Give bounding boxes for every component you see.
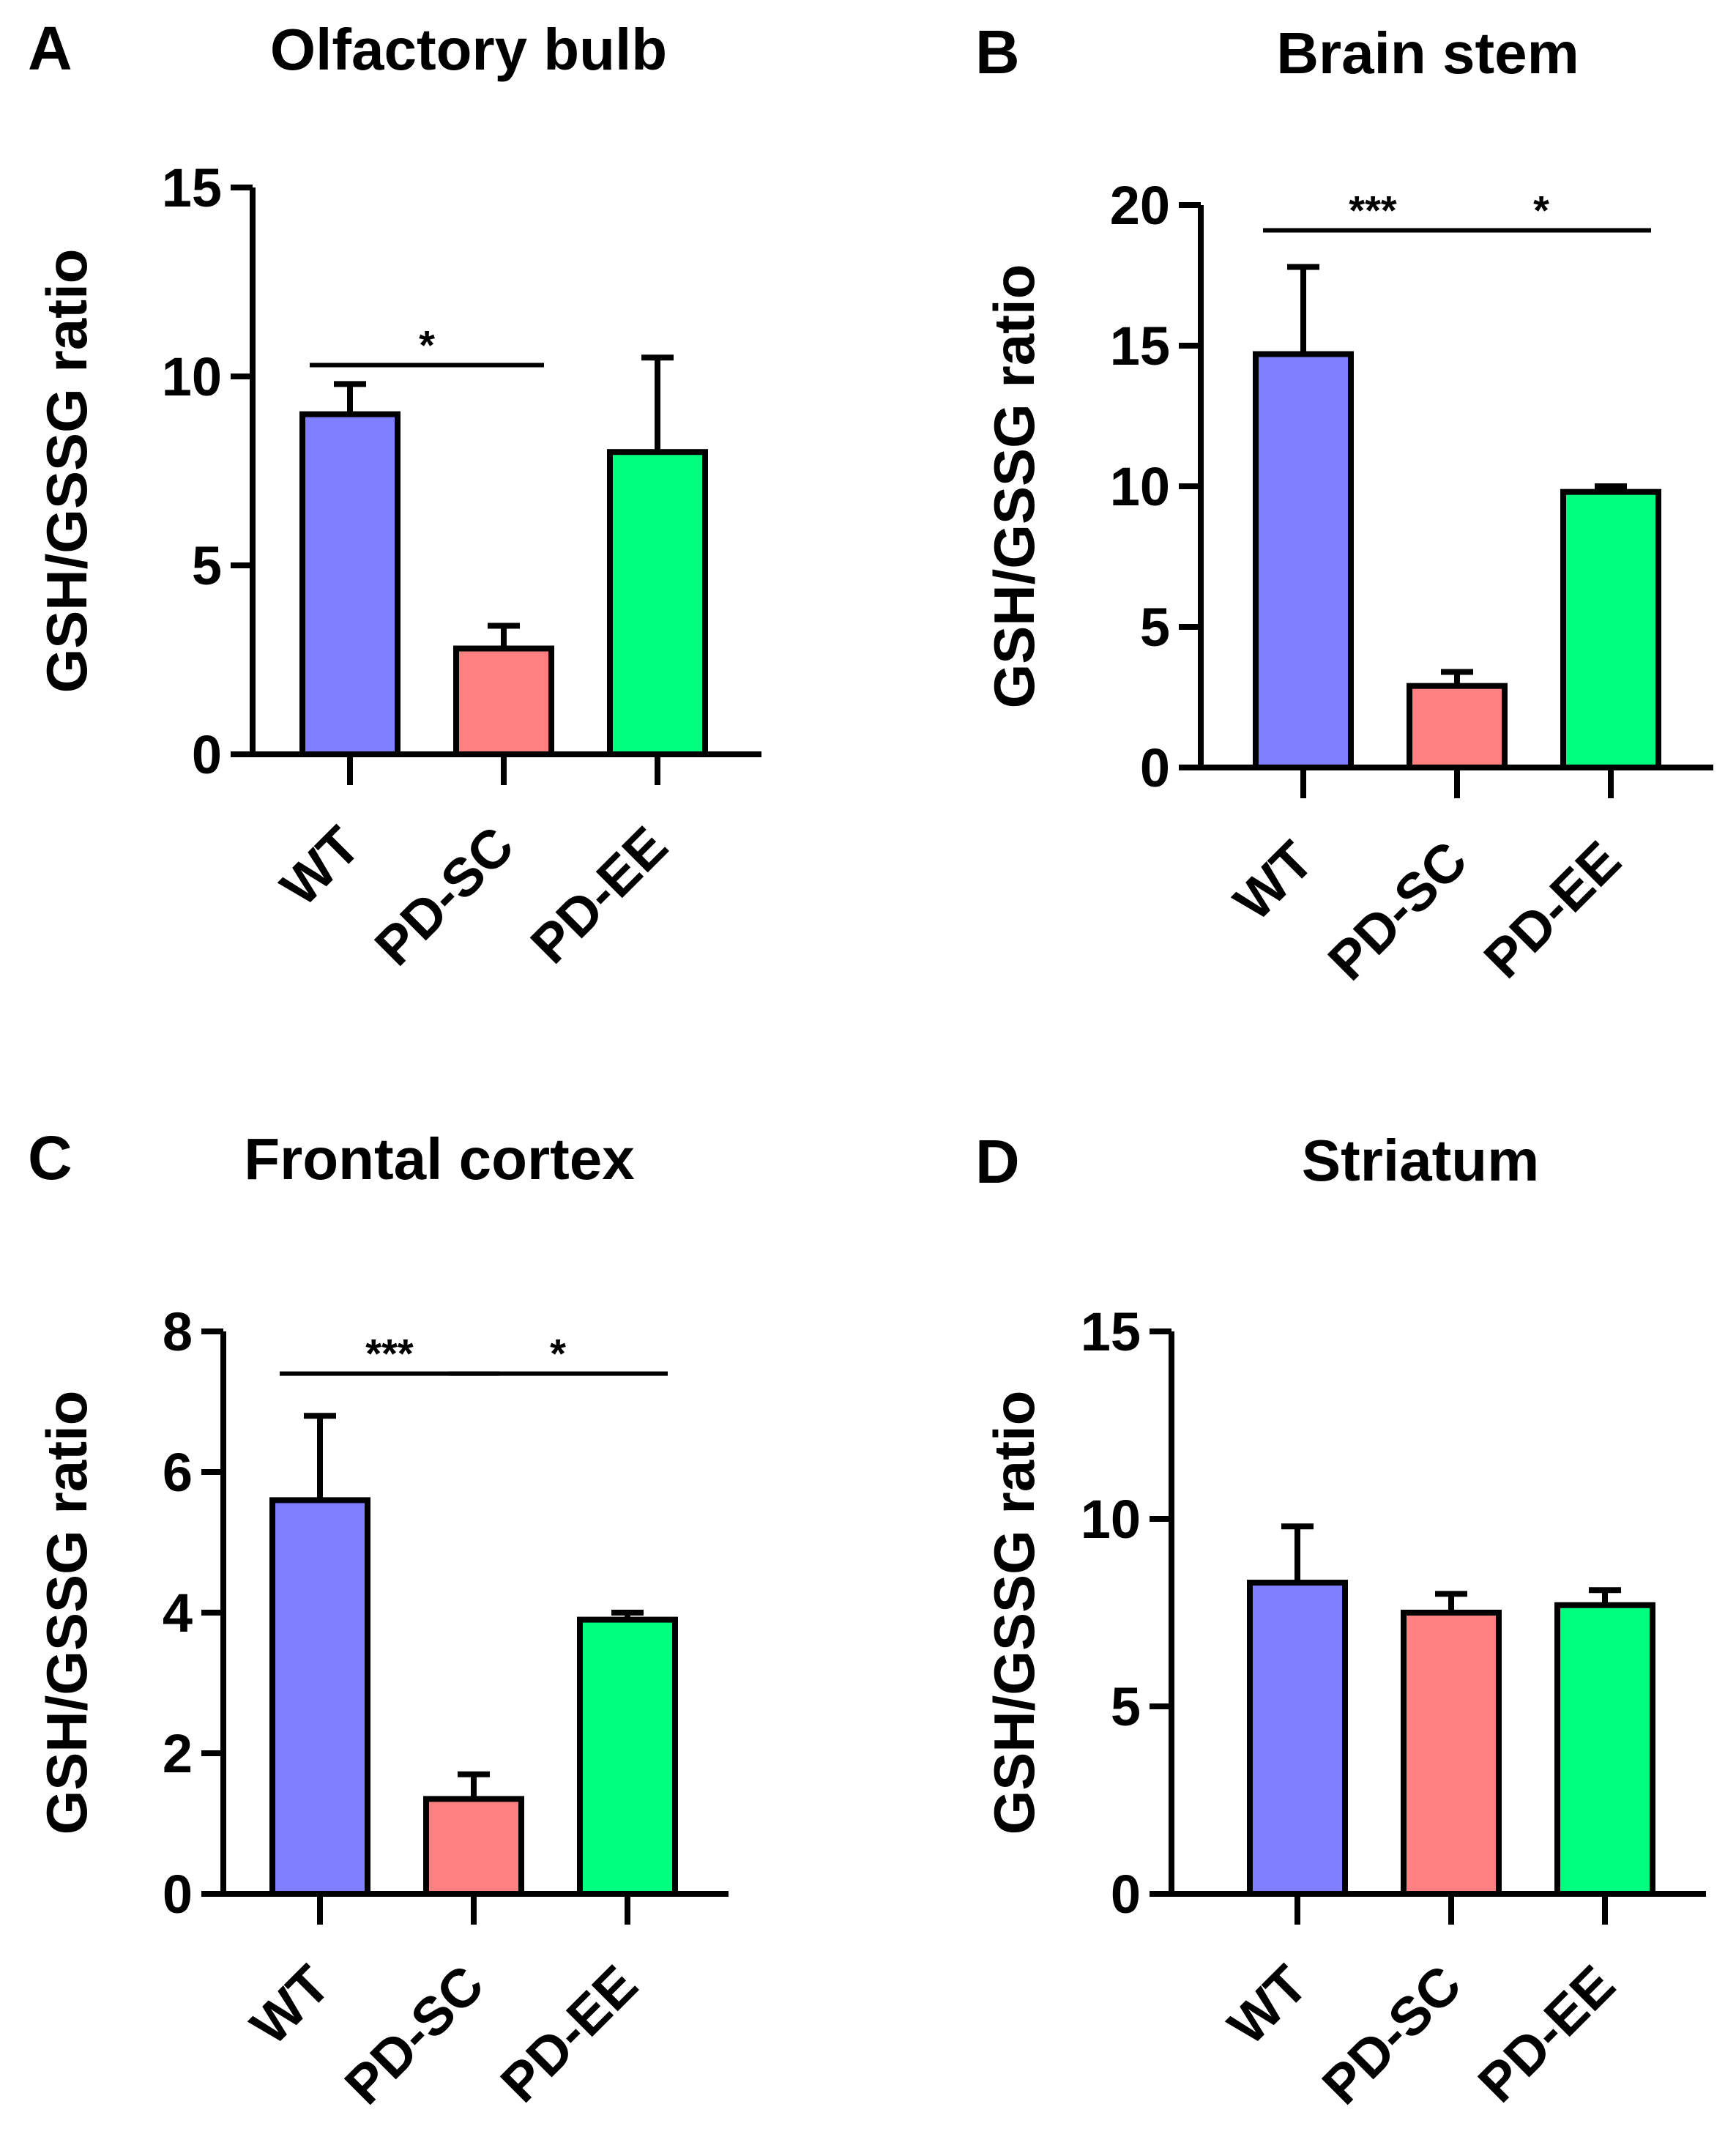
significance-label: * xyxy=(550,1331,566,1377)
y-tick-label: 0 xyxy=(1140,737,1170,798)
bar-pd-sc xyxy=(1401,1610,1502,1897)
panel-letter: D xyxy=(975,1127,1020,1196)
significance-label: *** xyxy=(1349,187,1397,234)
x-tick-label: WT xyxy=(1222,830,1325,932)
y-tick-label: 6 xyxy=(163,1442,193,1503)
bar-pd-sc xyxy=(423,1796,524,1897)
y-tick-label: 15 xyxy=(1110,316,1170,376)
significance-label: *** xyxy=(365,1331,414,1377)
y-tick-label: 15 xyxy=(162,157,222,218)
x-tick-label: PD-SC xyxy=(333,1954,496,2116)
y-tick-label: 20 xyxy=(1110,175,1170,236)
bar-pd-ee xyxy=(577,1616,678,1898)
x-tick-label: PD-EE xyxy=(519,815,679,975)
x-tick-label: WT xyxy=(239,1954,341,2056)
y-tick-label: 0 xyxy=(1111,1864,1141,1925)
y-tick-label: 4 xyxy=(163,1583,193,1643)
y-axis-label: GSH/GSSG ratio xyxy=(34,249,99,694)
y-tick-label: 8 xyxy=(163,1301,193,1362)
y-axis-label: GSH/GSSG ratio xyxy=(982,1391,1046,1835)
x-tick-label: PD-SC xyxy=(1316,830,1479,992)
y-tick-label: 10 xyxy=(1110,456,1170,517)
chart-title: Frontal cortex xyxy=(244,1126,634,1192)
bar-wt xyxy=(1247,1580,1348,1898)
panel-b: B Brain stem GSH/GSSG ratio 0 5 10 15 20 WTPD-SC… xyxy=(975,18,1713,992)
y-tick-label: 5 xyxy=(192,535,222,596)
bar-wt xyxy=(1253,351,1354,770)
x-tick-label: PD-EE xyxy=(1472,830,1633,990)
y-axis-label: GSH/GSSG ratio xyxy=(34,1391,99,1835)
x-tick-label: PD-SC xyxy=(1311,1954,1473,2116)
bar-pd-ee xyxy=(1554,1602,1655,1897)
bar-pd-ee xyxy=(607,449,708,757)
y-axis-label: GSH/GSSG ratio xyxy=(982,264,1046,709)
chart-title: Olfactory bulb xyxy=(270,17,667,82)
panel-letter: A xyxy=(28,14,72,83)
y-tick-label: 0 xyxy=(192,724,222,785)
x-tick-label: PD-EE xyxy=(1467,1954,1627,2114)
bar-wt xyxy=(269,1497,370,1897)
chart-title: Striatum xyxy=(1302,1128,1540,1193)
y-tick-label: 0 xyxy=(163,1864,193,1925)
bar-pd-ee xyxy=(1560,488,1661,770)
y-tick-label: 5 xyxy=(1140,597,1170,658)
panel-d: D Striatum GSH/GSSG ratio 0 5 10 15 WTPD-SCPD-E… xyxy=(975,1127,1706,2116)
x-tick-label: WT xyxy=(269,815,371,918)
x-tick-label: PD-SC xyxy=(363,815,526,978)
bar-pd-sc xyxy=(453,645,554,758)
x-tick-label: WT xyxy=(1216,1954,1319,2056)
panel-letter: C xyxy=(28,1123,72,1192)
significance-label: * xyxy=(1533,187,1549,234)
panel-letter: B xyxy=(975,18,1020,86)
y-tick-label: 2 xyxy=(163,1723,193,1784)
bar-pd-sc xyxy=(1407,683,1508,771)
x-tick-label: PD-EE xyxy=(489,1954,649,2114)
significance-label: * xyxy=(419,322,435,368)
y-tick-label: 5 xyxy=(1111,1676,1141,1737)
y-tick-label: 10 xyxy=(162,346,222,407)
y-tick-label: 15 xyxy=(1081,1301,1141,1362)
panel-c: C Frontal cortex GSH/GSSG ratio 0 2 4 6 8 WTPD-S… xyxy=(28,1123,729,2116)
y-tick-label: 10 xyxy=(1081,1489,1141,1550)
bar-wt xyxy=(299,411,401,757)
chart-title: Brain stem xyxy=(1276,21,1579,86)
